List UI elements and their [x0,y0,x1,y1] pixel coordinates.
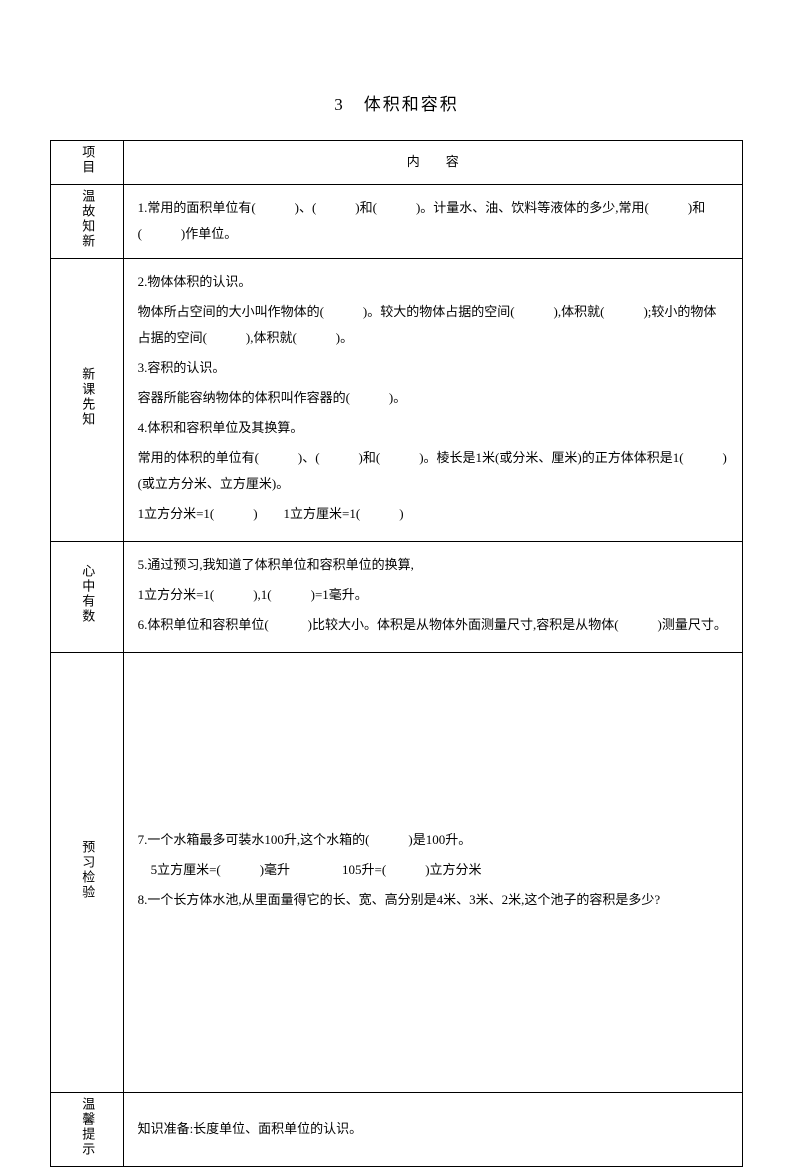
row1-content: 1.常用的面积单位有( )、( )和( )。计量水、油、饮料等液体的多少,常用(… [123,184,742,258]
table-header-row: 项目 内 容 [51,141,743,185]
row1-label: 温故知新 [51,184,124,258]
row4-label: 预习检验 [51,652,124,1092]
row5-label: 温馨提示 [51,1092,124,1166]
row3-line3: 6.体积单位和容积单位( )比较大小。体积是从物体外面测量尺寸,容积是从物体( … [138,612,728,638]
header-col1-text: 项目 [78,145,95,175]
table-row: 温馨提示 知识准备:长度单位、面积单位的认识。 [51,1092,743,1166]
table-row: 新课先知 2.物体体积的认识。 物体所占空间的大小叫作物体的( )。较大的物体占… [51,258,743,541]
header-col2: 内 容 [123,141,742,185]
row3-line1: 5.通过预习,我知道了体积单位和容积单位的换算, [138,552,728,578]
worksheet-table: 项目 内 容 温故知新 1.常用的面积单位有( )、( )和( )。计量水、油、… [50,140,743,1167]
row2-label: 新课先知 [51,258,124,541]
row2-line5: 4.体积和容积单位及其换算。 [138,415,728,441]
row4-line2: 5立方厘米=( )毫升 105升=( )立方分米 [138,857,728,883]
row1-label-text: 温故知新 [78,189,95,249]
page-title: 3 体积和容积 [50,90,743,115]
table-row: 心中有数 5.通过预习,我知道了体积单位和容积单位的换算, 1立方分米=1( )… [51,541,743,652]
table-row: 预习检验 7.一个水箱最多可装水100升,这个水箱的( )是100升。 5立方厘… [51,652,743,1092]
row2-line2: 物体所占空间的大小叫作物体的( )。较大的物体占据的空间( ),体积就( );较… [138,299,728,351]
row3-line2: 1立方分米=1( ),1( )=1毫升。 [138,582,728,608]
row4-line3: 8.一个长方体水池,从里面量得它的长、宽、高分别是4米、3米、2米,这个池子的容… [138,887,728,913]
row2-label-text: 新课先知 [78,367,95,427]
row2-content: 2.物体体积的认识。 物体所占空间的大小叫作物体的( )。较大的物体占据的空间(… [123,258,742,541]
row2-line6: 常用的体积的单位有( )、( )和( )。棱长是1米(或分米、厘米)的正方体体积… [138,445,728,497]
row5-label-text: 温馨提示 [78,1097,95,1157]
row3-label-text: 心中有数 [78,564,95,624]
row2-line7: 1立方分米=1( ) 1立方厘米=1( ) [138,501,728,527]
row3-label: 心中有数 [51,541,124,652]
row4-line1: 7.一个水箱最多可装水100升,这个水箱的( )是100升。 [138,827,728,853]
row3-content: 5.通过预习,我知道了体积单位和容积单位的换算, 1立方分米=1( ),1( )… [123,541,742,652]
row2-line4: 容器所能容纳物体的体积叫作容器的( )。 [138,385,728,411]
header-col1: 项目 [51,141,124,185]
row4-label-text: 预习检验 [78,840,95,900]
row5-content: 知识准备:长度单位、面积单位的认识。 [123,1092,742,1166]
table-row: 温故知新 1.常用的面积单位有( )、( )和( )。计量水、油、饮料等液体的多… [51,184,743,258]
row4-content: 7.一个水箱最多可装水100升,这个水箱的( )是100升。 5立方厘米=( )… [123,652,742,1092]
row2-line1: 2.物体体积的认识。 [138,269,728,295]
row2-line3: 3.容积的认识。 [138,355,728,381]
